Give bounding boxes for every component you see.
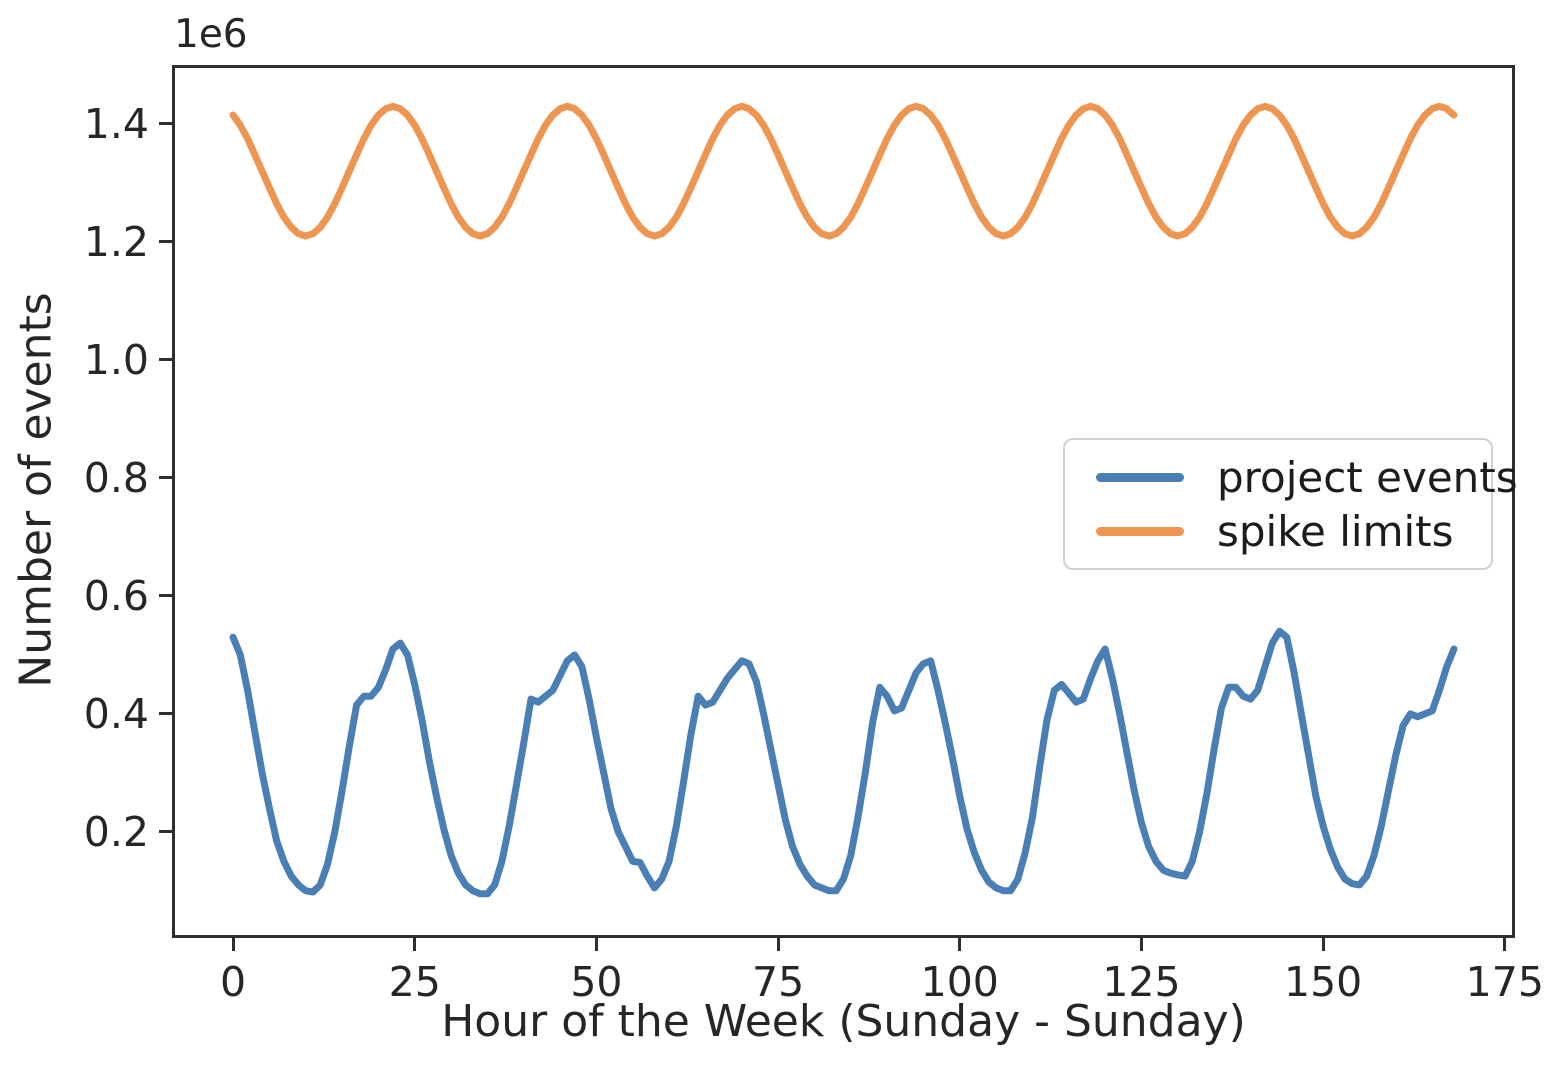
- x-tick-label-50: 50: [570, 958, 623, 1006]
- legend-entry-spike-limits: spike limits: [1065, 507, 1491, 556]
- x-tick-mark-0: [231, 938, 235, 951]
- x-tick-mark-125: [1139, 938, 1143, 951]
- spike-limits-legend-line: [1096, 526, 1184, 536]
- x-tick-label-100: 100: [920, 958, 999, 1006]
- y-tick-label-1.2: 1.2: [83, 217, 149, 266]
- y-tick-label-1.4: 1.4: [83, 99, 149, 148]
- y-tick-label-0.8: 0.8: [83, 453, 149, 502]
- y-tick-mark-1.4: [159, 122, 172, 126]
- y-axis-offset-text: 1e6: [174, 12, 248, 57]
- x-tick-label-0: 0: [219, 958, 247, 1006]
- x-tick-label-175: 175: [1465, 958, 1544, 1006]
- x-tick-mark-25: [413, 938, 417, 951]
- plot-lines-svg: [229, 102, 1458, 898]
- x-tick-mark-75: [776, 938, 780, 951]
- legend-entry-project-events: project events: [1065, 453, 1518, 502]
- x-tick-mark-150: [1321, 938, 1325, 951]
- x-tick-label-125: 125: [1102, 958, 1181, 1006]
- spike-limits-line: [229, 102, 1458, 240]
- y-tick-mark-0.4: [159, 712, 172, 716]
- y-tick-mark-0.2: [159, 830, 172, 834]
- x-tick-label-25: 25: [388, 958, 441, 1006]
- legend-label-project-events: project events: [1217, 452, 1518, 502]
- y-tick-label-1.0: 1.0: [83, 335, 149, 384]
- x-tick-mark-50: [594, 938, 598, 951]
- project-events-line: [229, 627, 1458, 898]
- y-tick-mark-1.0: [159, 358, 172, 362]
- x-axis-label: Hour of the Week (Sunday - Sunday): [441, 996, 1246, 1047]
- y-tick-label-0.4: 0.4: [83, 689, 149, 738]
- y-tick-mark-1.2: [159, 240, 172, 244]
- x-tick-label-150: 150: [1284, 958, 1363, 1006]
- x-tick-mark-175: [1503, 938, 1507, 951]
- y-tick-label-0.6: 0.6: [83, 571, 149, 620]
- legend: project events spike limits: [1063, 438, 1518, 570]
- legend-label-spike-limits: spike limits: [1217, 506, 1454, 556]
- y-tick-mark-0.6: [159, 594, 172, 598]
- y-tick-label-0.2: 0.2: [83, 807, 149, 856]
- x-tick-mark-100: [958, 938, 962, 951]
- x-tick-label-75: 75: [752, 958, 805, 1006]
- y-tick-mark-0.8: [159, 476, 172, 480]
- project-events-legend-line: [1096, 472, 1184, 482]
